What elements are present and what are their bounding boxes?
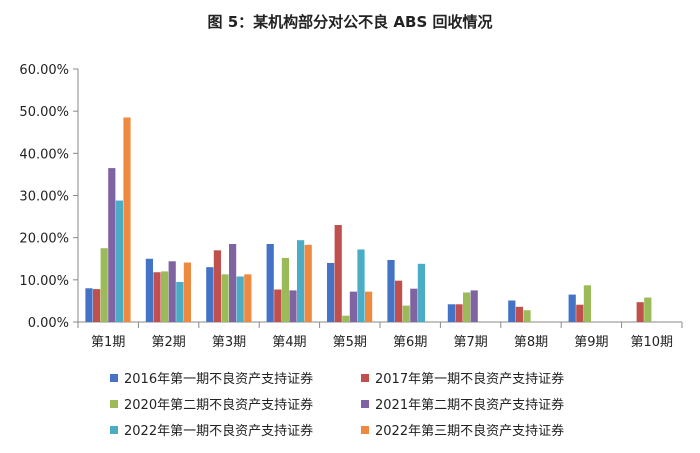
- bar: [123, 117, 131, 323]
- legend-swatch: [110, 400, 118, 408]
- legend: 2016年第一期不良资产支持证券 2017年第一期不良资产支持证券 2020年第二期…: [110, 371, 564, 439]
- y-tick-label: 60.00%: [19, 63, 69, 78]
- x-tick-label: 第6期: [393, 335, 427, 350]
- bar: [206, 267, 214, 322]
- bar: [342, 315, 350, 322]
- bar: [523, 310, 531, 322]
- bar: [304, 244, 312, 322]
- bar: [221, 274, 229, 322]
- chart-title: 图 5：某机构部分对公不良 ABS 回收情况: [208, 13, 493, 31]
- legend-swatch: [361, 426, 369, 434]
- bar: [568, 294, 576, 322]
- bar: [327, 262, 335, 322]
- bar: [508, 300, 516, 322]
- bar: [357, 249, 365, 322]
- y-tick-label: 10.00%: [19, 274, 69, 289]
- x-axis: 第1期 第2期 第3期 第4期 第5期 第6期 第7期 第8期 第9期 第10期: [77, 321, 683, 350]
- x-tick-label: 第10期: [631, 335, 674, 350]
- legend-label: 2021年第二期不良资产支持证券: [375, 397, 564, 413]
- y-tick-label: 30.00%: [19, 190, 69, 205]
- y-tick-label: 20.00%: [19, 232, 69, 247]
- x-tick-label: 第3期: [212, 335, 246, 350]
- x-tick-label: 第4期: [272, 335, 306, 350]
- bar: [395, 280, 403, 322]
- bar: [349, 291, 357, 322]
- x-tick-label: 第9期: [574, 335, 608, 350]
- bar: [183, 262, 191, 322]
- bar: [176, 281, 184, 322]
- bar: [93, 289, 101, 322]
- bar: [583, 285, 591, 322]
- legend-swatch: [361, 400, 369, 408]
- bar: [417, 263, 425, 322]
- bar: [145, 258, 153, 322]
- bar: [297, 240, 305, 322]
- y-tick-label: 40.00%: [19, 147, 69, 162]
- legend-swatch: [361, 374, 369, 382]
- legend-swatch: [110, 426, 118, 434]
- bar: [515, 306, 523, 322]
- bar: [266, 243, 274, 322]
- bar: [274, 289, 282, 322]
- x-tick-label: 第8期: [514, 335, 548, 350]
- bar: [387, 260, 395, 322]
- legend-label: 2016年第一期不良资产支持证券: [124, 371, 313, 387]
- bar: [153, 272, 161, 322]
- bar: [244, 274, 252, 322]
- bar: [281, 257, 289, 322]
- bar: [365, 291, 373, 322]
- bar: [229, 243, 237, 322]
- bar: [463, 292, 471, 322]
- bar: [236, 276, 244, 322]
- legend-swatch: [110, 374, 118, 382]
- x-tick-label: 第5期: [333, 335, 367, 350]
- legend-label: 2020年第二期不良资产支持证券: [124, 397, 313, 413]
- bar: [100, 248, 108, 322]
- bar: [168, 261, 176, 322]
- bar: [115, 200, 123, 322]
- bar: [213, 250, 221, 322]
- bar: [402, 305, 410, 322]
- x-tick-label: 第1期: [91, 335, 125, 350]
- bar: [161, 271, 169, 322]
- bar: [644, 297, 652, 322]
- bar: [470, 290, 478, 323]
- bar: [636, 302, 644, 322]
- bar: [289, 290, 297, 323]
- legend-label: 2022年第三期不良资产支持证券: [375, 423, 564, 439]
- y-tick-label: 50.00%: [19, 105, 69, 120]
- y-tick-label: 0.00%: [28, 316, 69, 331]
- bar: [85, 288, 93, 322]
- bar: [447, 304, 455, 322]
- y-axis: 0.00% 10.00% 20.00% 30.00% 40.00% 50.00% 60.00…: [19, 63, 79, 331]
- bars: [85, 117, 652, 323]
- bar: [108, 168, 116, 322]
- legend-label: 2017年第一期不良资产支持证券: [375, 371, 564, 387]
- bar: [410, 288, 418, 322]
- bar: [334, 225, 342, 322]
- bar: [576, 304, 584, 322]
- x-tick-label: 第2期: [151, 335, 185, 350]
- bar: [455, 304, 463, 322]
- x-tick-label: 第7期: [453, 335, 487, 350]
- legend-label: 2022年第一期不良资产支持证券: [124, 423, 313, 439]
